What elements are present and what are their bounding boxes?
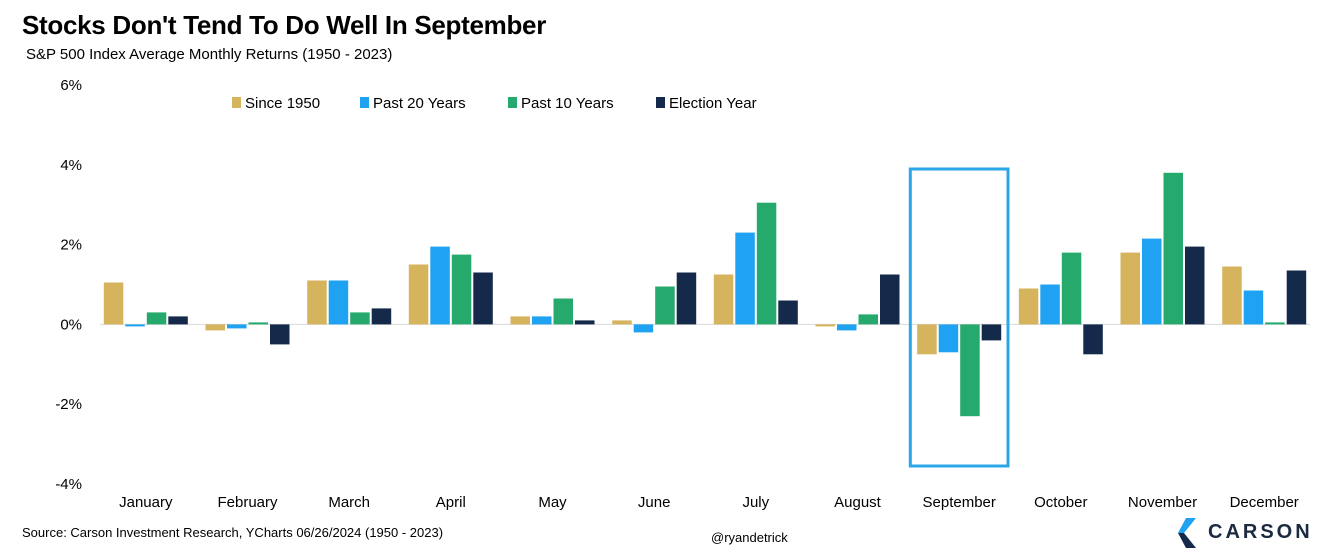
bar-election-year-january (168, 316, 188, 325)
x-tick-label: December (1230, 494, 1299, 511)
legend-label: Election Year (669, 95, 757, 112)
y-tick-label: -4% (55, 476, 82, 493)
bar-since-1950-september (917, 324, 937, 355)
bar-past-20-years-february (227, 324, 247, 329)
bar-past-20-years-july (735, 232, 755, 325)
bar-since-1950-november (1120, 252, 1140, 325)
bar-past-20-years-june (633, 324, 654, 333)
x-tick-label: September (923, 494, 996, 511)
y-tick-label: 2% (60, 237, 82, 254)
bar-past-20-years-november (1142, 238, 1162, 325)
legend: Since 1950 Past 20 Years Past 10 Years Elec… (232, 95, 757, 112)
source-note: Source: Carson Investment Research, YCha… (22, 525, 444, 540)
bar-since-1950-july (713, 274, 734, 325)
bar-past-10-years-july (756, 202, 777, 325)
y-tick-label: -2% (55, 396, 82, 413)
bar-past-20-years-august (837, 324, 857, 331)
x-tick-label: October (1034, 494, 1087, 511)
legend-label: Past 10 Years (521, 95, 614, 112)
y-axis: -4% -2% 0% 2% 4% 6% (55, 77, 82, 493)
legend-label: Past 20 Years (373, 95, 466, 112)
bar-past-10-years-june (655, 286, 675, 325)
bar-past-10-years-january (146, 312, 167, 325)
bar-election-year-june (676, 272, 697, 325)
legend-swatch (232, 97, 241, 108)
bar-election-year-march (371, 308, 392, 325)
chart-title: Stocks Don't Tend To Do Well In Septembe… (22, 10, 547, 40)
bar-past-20-years-may (532, 316, 552, 325)
x-tick-label: March (328, 494, 370, 511)
carson-logo-text: CARSON (1208, 521, 1313, 543)
bar-since-1950-august (815, 324, 835, 327)
bar-past-20-years-january (125, 324, 145, 327)
bar-since-1950-december (1222, 266, 1242, 325)
bar-since-1950-january (103, 282, 124, 325)
carson-logo-icon (1178, 518, 1196, 548)
bar-past-10-years-april (451, 254, 472, 325)
bar-past-20-years-april (430, 246, 450, 325)
legend-swatch (656, 97, 665, 108)
bar-election-year-july (778, 300, 798, 325)
carson-logo: CARSON (1170, 514, 1320, 554)
x-tick-label: June (638, 494, 671, 511)
legend-label: Since 1950 (245, 95, 320, 112)
legend-swatch (508, 97, 517, 108)
bar-since-1950-april (408, 264, 429, 325)
september-highlight-box (908, 167, 1010, 468)
bar-since-1950-october (1018, 288, 1039, 325)
bar-since-1950-june (612, 320, 632, 325)
bar-past-20-years-march (328, 280, 349, 325)
x-axis: January February March April May June July Augu… (119, 494, 1299, 511)
bar-election-year-february (270, 324, 290, 345)
bar-past-10-years-february (248, 322, 268, 325)
bar-election-year-may (575, 320, 595, 325)
bar-election-year-september (981, 324, 1002, 341)
legend-swatch (360, 97, 369, 108)
bar-since-1950-march (307, 280, 327, 325)
x-tick-label: August (834, 494, 882, 511)
y-tick-label: 6% (60, 77, 82, 94)
x-tick-label: May (538, 494, 567, 511)
highlight-rectangle (908, 167, 1010, 468)
x-tick-label: January (119, 494, 173, 511)
x-tick-label: November (1128, 494, 1197, 511)
bar-election-year-april (473, 272, 493, 325)
bar-election-year-november (1185, 246, 1205, 325)
bar-election-year-october (1083, 324, 1103, 355)
bar-since-1950-may (510, 316, 530, 325)
bar-election-year-december (1286, 270, 1307, 325)
bar-past-10-years-may (553, 298, 573, 325)
x-tick-label: July (742, 494, 769, 511)
bar-past-20-years-october (1040, 284, 1060, 325)
bar-election-year-august (880, 274, 900, 325)
bar-past-10-years-august (858, 314, 878, 325)
bar-past-10-years-december (1265, 322, 1285, 325)
bar-past-10-years-october (1061, 252, 1082, 325)
bar-past-10-years-september (960, 324, 980, 417)
bar-past-20-years-september (938, 324, 959, 353)
y-tick-label: 4% (60, 157, 82, 174)
x-tick-label: April (436, 494, 466, 511)
author-handle: @ryandetrick (711, 530, 788, 545)
x-tick-label: February (217, 494, 278, 511)
bars (103, 172, 1307, 417)
bar-past-10-years-november (1163, 172, 1183, 325)
bar-past-20-years-december (1243, 290, 1264, 325)
bar-since-1950-february (205, 324, 225, 331)
bar-past-10-years-march (350, 312, 370, 325)
chart-subtitle: S&P 500 Index Average Monthly Returns (1… (26, 46, 393, 63)
y-tick-label: 0% (60, 316, 82, 333)
